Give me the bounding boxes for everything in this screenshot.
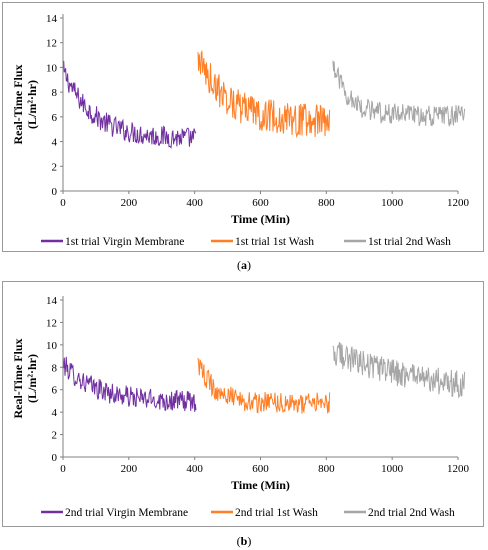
y-tick-label: 10 xyxy=(46,62,58,74)
y-axis-title-line2: (L/m²·hr) xyxy=(25,80,39,129)
caption-b: (b) xyxy=(236,534,252,548)
x-tick-label: 200 xyxy=(121,463,138,475)
legend-label-2: 2nd trial 1st Wash xyxy=(235,507,318,519)
x-tick-label: 0 xyxy=(60,463,66,475)
y-tick-label: 2 xyxy=(52,161,58,173)
chart-panel-b: 0 2 4 6 8 10 12 14 0 200 400 600 800 1000 1200 Time (Mi… xyxy=(2,281,484,527)
legend-label-1: 1st trial Virgin Membrane xyxy=(65,236,184,248)
series-line-1 xyxy=(62,60,197,149)
y-axis-title-line2: (L/m²·hr) xyxy=(25,354,39,403)
x-tick-label: 800 xyxy=(318,463,335,475)
series-line-1 xyxy=(62,356,197,412)
x-tick-label: 1200 xyxy=(447,197,470,209)
y-axis-title-line1: Real-Time Flux xyxy=(11,64,25,144)
chart-b-svg: 0 2 4 6 8 10 12 14 0 200 400 600 800 1000 1200 Time (Mi… xyxy=(11,295,470,519)
x-tick-label: 400 xyxy=(186,463,203,475)
chart-a-svg: 0 2 4 6 8 10 12 14 0 200 400 600 800 1000 1200 Time (Mi… xyxy=(11,13,470,248)
caption-a-label: a xyxy=(241,258,247,272)
y-tick-label: 14 xyxy=(46,295,58,307)
y-tick-label: 0 xyxy=(52,452,58,464)
y-tick-label: 4 xyxy=(52,407,58,419)
legend-label-2: 1st trial 1st Wash xyxy=(235,236,314,248)
y-tick-label: 6 xyxy=(52,385,58,397)
y-tick-label: 10 xyxy=(46,340,58,352)
series-line-3 xyxy=(332,341,466,399)
legend-label-1: 2nd trial Virgin Membrane xyxy=(65,507,188,519)
caption-b-label: b xyxy=(240,534,248,548)
y-tick-label: 2 xyxy=(52,430,58,442)
y-tick-label: 12 xyxy=(46,317,57,329)
chart-panel-a: 0 2 4 6 8 10 12 14 0 200 400 600 800 1000 1200 Time (Mi… xyxy=(2,2,484,252)
x-tick-label: 800 xyxy=(318,197,335,209)
legend-label-3: 2nd trial 2nd Wash xyxy=(368,507,455,519)
y-tick-label: 8 xyxy=(52,362,58,374)
x-tick-label: 0 xyxy=(60,197,66,209)
x-axis-title: Time (Min) xyxy=(231,478,290,492)
series-line-3 xyxy=(332,60,466,127)
x-tick-label: 600 xyxy=(252,463,269,475)
series-line-2 xyxy=(197,357,331,414)
x-axis-title: Time (Min) xyxy=(231,212,290,226)
x-tick-label: 1200 xyxy=(447,463,470,475)
y-tick-label: 0 xyxy=(52,186,58,198)
x-tick-label: 200 xyxy=(121,197,138,209)
y-axis-title-line1: Real-Time Flux xyxy=(11,338,25,418)
caption-a: (a) xyxy=(237,258,251,272)
series-line-2 xyxy=(197,50,331,139)
x-tick-label: 400 xyxy=(186,197,203,209)
x-tick-label: 600 xyxy=(252,197,269,209)
y-tick-label: 14 xyxy=(46,13,58,25)
y-tick-label: 12 xyxy=(46,38,57,50)
y-tick-label: 6 xyxy=(52,112,58,124)
x-tick-label: 1000 xyxy=(381,197,404,209)
y-tick-label: 4 xyxy=(52,137,58,149)
y-tick-label: 8 xyxy=(52,87,58,99)
legend-label-3: 1st trial 2nd Wash xyxy=(368,236,451,248)
x-tick-label: 1000 xyxy=(381,463,404,475)
